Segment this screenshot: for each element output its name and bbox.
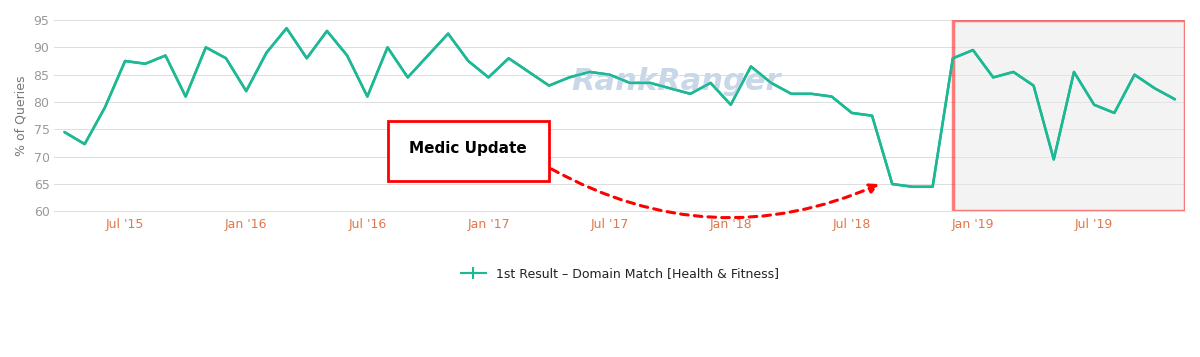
Text: RankRanger: RankRanger xyxy=(571,67,781,96)
FancyBboxPatch shape xyxy=(953,20,1186,211)
Legend: 1st Result – Domain Match [Health & Fitness]: 1st Result – Domain Match [Health & Fitn… xyxy=(456,262,784,286)
Text: Medic Update: Medic Update xyxy=(409,141,527,156)
Bar xyxy=(388,121,550,181)
Y-axis label: % of Queries: % of Queries xyxy=(14,75,28,156)
